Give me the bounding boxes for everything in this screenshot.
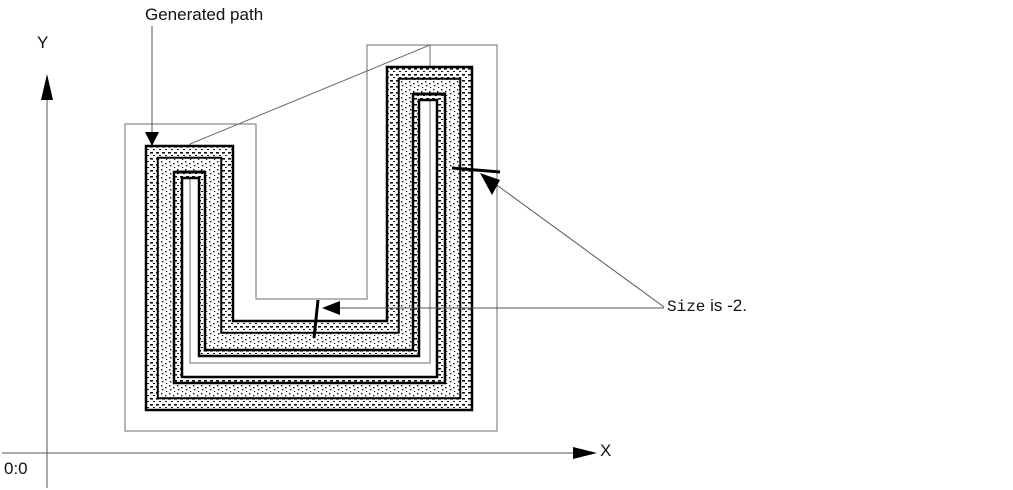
callout-line-size-right xyxy=(493,182,665,308)
inner-boundary-outline xyxy=(189,44,431,364)
size-note: Size is -2. xyxy=(667,296,747,316)
size-marker-bottom xyxy=(312,299,320,339)
callout-arrowhead-generated xyxy=(145,132,159,146)
generated-path-band-outer xyxy=(144,65,474,412)
origin-label: 0:0 xyxy=(4,459,28,478)
y-axis-arrow xyxy=(41,74,53,100)
callout-arrowhead-size-bottom xyxy=(322,301,340,315)
callout-arrowhead-size-right xyxy=(480,173,500,195)
axes xyxy=(2,74,597,488)
y-axis-label: Y xyxy=(37,33,49,52)
x-axis-arrow xyxy=(573,447,597,459)
nominal-outline xyxy=(124,44,498,432)
size-keyword: Size xyxy=(667,298,706,316)
generated-path-callout xyxy=(145,26,159,146)
size-note-text: is -2. xyxy=(705,296,747,315)
size-callout xyxy=(322,173,665,315)
x-axis-label: X xyxy=(600,441,612,460)
size-marker-right xyxy=(451,166,501,174)
outer-boundary-outline xyxy=(124,44,498,432)
generated-path-label: Generated path xyxy=(145,5,264,24)
